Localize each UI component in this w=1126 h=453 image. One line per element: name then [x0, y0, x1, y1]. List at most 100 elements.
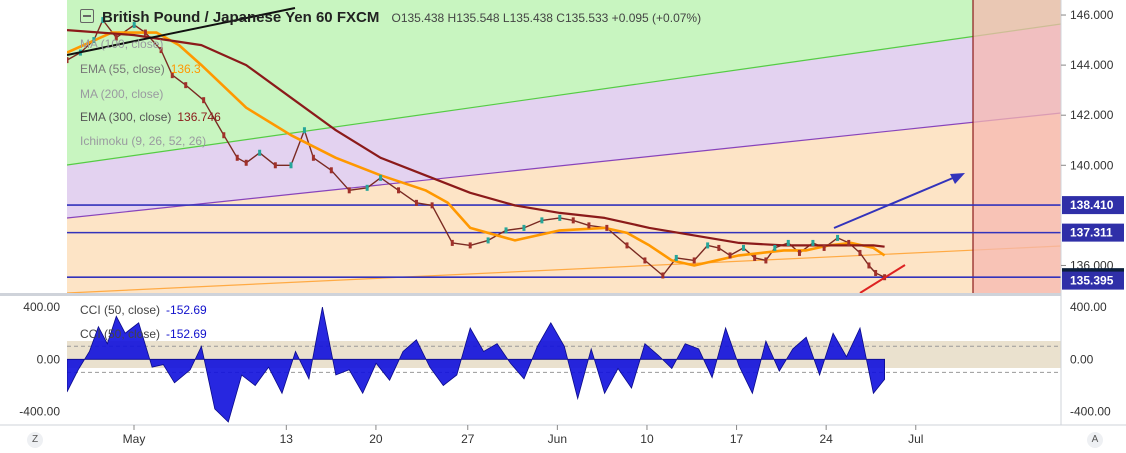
- price-tick-label: 146.000: [1070, 8, 1114, 22]
- price-point: [625, 242, 629, 249]
- resistance-trendline: [67, 7, 296, 56]
- cci-axis-label-left: 400.00: [23, 300, 60, 314]
- green-channel-band: [67, 0, 1061, 165]
- price-point: [468, 242, 472, 249]
- price-point: [822, 244, 826, 251]
- price-point: [244, 159, 248, 166]
- legend-ma200[interactable]: MA (200, close): [80, 87, 163, 101]
- price-point: [289, 162, 293, 169]
- legend-value: 136.3: [170, 62, 201, 76]
- time-tick-label: 20: [369, 432, 383, 446]
- price-point: [273, 162, 277, 169]
- price-point: [414, 199, 418, 206]
- legend-label: CCI (50, close): [80, 303, 161, 317]
- time-tick-label: 24: [819, 432, 833, 446]
- purple-channel-band: [67, 24, 1061, 218]
- price-point: [450, 239, 454, 246]
- legend-label: CCI (50, close): [80, 327, 161, 341]
- price-point: [101, 17, 105, 24]
- price-tick-label: 144.000: [1070, 58, 1114, 72]
- price-point: [365, 184, 369, 191]
- price-point: [258, 149, 262, 156]
- price-point: [522, 224, 526, 231]
- legend-value: -152.69: [166, 327, 207, 341]
- price-point: [184, 82, 188, 89]
- price-point: [222, 132, 226, 139]
- collapse-icon[interactable]: [80, 9, 94, 23]
- trend-annotations: [67, 7, 965, 293]
- price-point: [379, 174, 383, 181]
- price-label-text: 137.311: [1070, 226, 1113, 240]
- chart-header: British Pound / Japanese Yen 60 FXCM O13…: [80, 9, 701, 26]
- price-point: [504, 227, 508, 234]
- target-arrow: [833, 174, 961, 229]
- cci-axis-label-right: 0.00: [1070, 352, 1094, 366]
- source-label: FXCM: [336, 9, 380, 26]
- price-point: [159, 47, 163, 54]
- target-arrow-head: [950, 173, 965, 184]
- price-point: [329, 167, 333, 174]
- legend-ema300[interactable]: EMA (300, close) 136.746: [80, 110, 221, 124]
- price-point: [114, 34, 118, 41]
- price-label-box: [1062, 223, 1124, 242]
- price-label-box: [1062, 271, 1124, 290]
- legend-value: 136.746: [177, 110, 221, 124]
- time-tick-label: 13: [280, 432, 294, 446]
- auto-scale-button[interactable]: A: [1087, 432, 1103, 448]
- legend-ma100[interactable]: MA (100, close): [80, 37, 163, 51]
- timezone-button[interactable]: Z: [27, 432, 43, 448]
- price-point: [347, 187, 351, 194]
- interval-label[interactable]: 60: [315, 9, 333, 26]
- price-point: [540, 217, 544, 224]
- price-point: [143, 29, 147, 36]
- price-label-text: 138.410: [1070, 198, 1114, 212]
- purple-channel-line: [67, 112, 1061, 219]
- price-point: [706, 242, 710, 249]
- price-point: [773, 244, 777, 251]
- price-label-text: 135.395: [1070, 274, 1114, 288]
- time-tick-label: 10: [640, 432, 654, 446]
- price-point: [728, 252, 732, 259]
- price-label-box: [1062, 196, 1124, 215]
- price-tick-label: 142.000: [1070, 108, 1114, 122]
- legend-label: MA (100, close): [80, 37, 164, 51]
- red-down-trendline: [859, 264, 906, 293]
- cci-area[interactable]: [67, 307, 885, 423]
- price-point: [661, 272, 665, 279]
- price-point: [867, 262, 871, 269]
- cci-axis-label-left: -400.00: [19, 405, 60, 419]
- legend-label: MA (200, close): [80, 87, 164, 101]
- ema55-line[interactable]: [67, 31, 886, 267]
- price-point: [92, 37, 96, 44]
- price-point: [874, 269, 878, 276]
- price-point: [430, 202, 434, 209]
- price-point: [558, 214, 562, 221]
- timezone-button-label: Z: [31, 434, 39, 445]
- price-point: [717, 244, 721, 251]
- cci-legend-1[interactable]: CCI (50, close) -152.69: [80, 303, 207, 317]
- legend-label: Ichimoku (9, 26, 52, 26): [80, 134, 207, 148]
- time-tick-label: May: [123, 432, 146, 446]
- price-point: [797, 249, 801, 256]
- legend-ichimoku[interactable]: Ichimoku (9, 26, 52, 26): [80, 134, 206, 148]
- cci-axis-label-left: 0.00: [37, 352, 61, 366]
- future-red-zone: [973, 0, 1061, 293]
- legend-ema55[interactable]: EMA (55, close) 136.3: [80, 62, 201, 76]
- time-tick-label: 27: [461, 432, 475, 446]
- price-point: [311, 154, 315, 161]
- price-point: [643, 257, 647, 264]
- price-point: [674, 254, 678, 261]
- cci-axis-label-right: 400.00: [1070, 300, 1107, 314]
- price-point: [170, 72, 174, 79]
- cci-legend-2[interactable]: CCI (50, close) -152.69: [80, 327, 207, 341]
- legend-label: EMA (55, close): [80, 62, 165, 76]
- ema300-line[interactable]: [67, 29, 885, 248]
- price-point: [587, 222, 591, 229]
- price-point: [67, 57, 69, 64]
- price-point: [202, 97, 206, 104]
- lower-channel-line: [67, 245, 1061, 293]
- symbol-title[interactable]: British Pound / Japanese Yen: [102, 9, 312, 26]
- price-point: [858, 249, 862, 256]
